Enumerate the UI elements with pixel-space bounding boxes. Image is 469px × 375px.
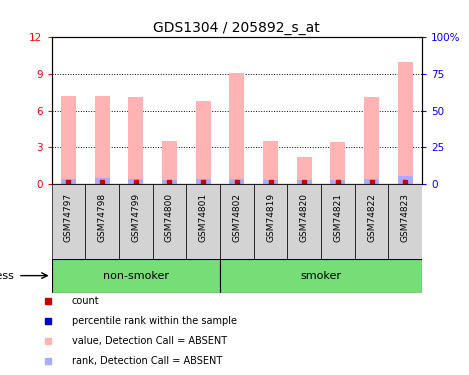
Bar <box>95 96 110 184</box>
Text: GSM74797: GSM74797 <box>64 193 73 242</box>
Text: GSM74800: GSM74800 <box>165 193 174 242</box>
Bar <box>220 259 422 292</box>
Bar <box>52 184 85 259</box>
Bar <box>128 180 144 184</box>
Bar <box>196 179 211 184</box>
Bar <box>152 184 186 259</box>
Bar <box>229 73 244 184</box>
Bar <box>85 184 119 259</box>
Bar <box>61 179 76 184</box>
Bar <box>128 97 144 184</box>
Text: non-smoker: non-smoker <box>103 271 169 280</box>
Bar <box>220 184 254 259</box>
Text: GSM74799: GSM74799 <box>131 193 140 242</box>
Bar <box>119 184 152 259</box>
Text: GSM74801: GSM74801 <box>199 193 208 242</box>
Bar <box>52 259 220 292</box>
Bar <box>398 62 413 184</box>
Bar <box>364 97 379 184</box>
Bar <box>254 184 287 259</box>
Text: count: count <box>72 296 99 306</box>
Text: value, Detection Call = ABSENT: value, Detection Call = ABSENT <box>72 336 227 346</box>
Text: GSM74823: GSM74823 <box>401 193 410 242</box>
Bar <box>162 180 177 184</box>
Bar <box>162 141 177 184</box>
Bar <box>398 177 413 184</box>
Text: GSM74822: GSM74822 <box>367 193 376 242</box>
Bar <box>388 184 422 259</box>
Bar <box>330 142 346 184</box>
Bar <box>364 179 379 184</box>
Title: GDS1304 / 205892_s_at: GDS1304 / 205892_s_at <box>153 21 320 35</box>
Bar <box>229 180 244 184</box>
Bar <box>321 184 355 259</box>
Text: percentile rank within the sample: percentile rank within the sample <box>72 316 237 326</box>
Bar <box>196 101 211 184</box>
Bar <box>95 178 110 184</box>
Text: stress: stress <box>0 271 15 280</box>
Bar <box>263 180 278 184</box>
Text: GSM74821: GSM74821 <box>333 193 342 242</box>
Bar <box>296 180 312 184</box>
Bar <box>186 184 220 259</box>
Text: GSM74819: GSM74819 <box>266 193 275 242</box>
Bar <box>296 157 312 184</box>
Text: GSM74798: GSM74798 <box>98 193 106 242</box>
Text: GSM74802: GSM74802 <box>232 193 242 242</box>
Bar <box>287 184 321 259</box>
Text: smoker: smoker <box>301 271 341 280</box>
Bar <box>61 96 76 184</box>
Text: rank, Detection Call = ABSENT: rank, Detection Call = ABSENT <box>72 356 222 366</box>
Bar <box>263 141 278 184</box>
Bar <box>355 184 388 259</box>
Bar <box>330 180 346 184</box>
Text: GSM74820: GSM74820 <box>300 193 309 242</box>
